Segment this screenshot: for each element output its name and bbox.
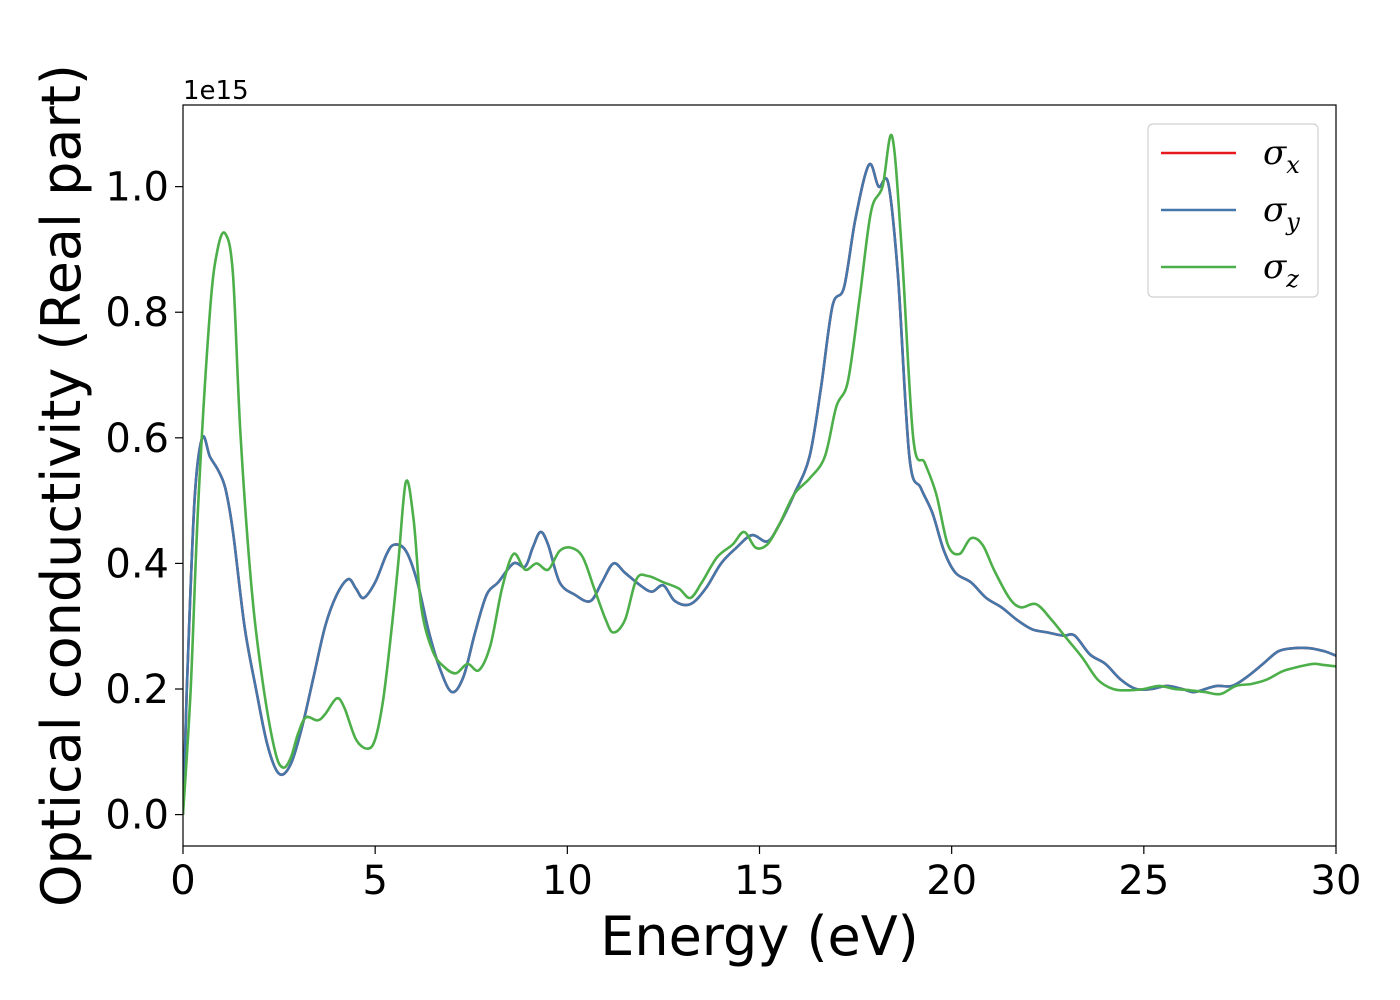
ticks-layer: 0 5 10 15 20 25 30 0.0 0.2 0.4 0.6 0.8 1.0 bbox=[105, 165, 1361, 904]
y-tick-label: 0.8 bbox=[105, 290, 169, 336]
series-line-z bbox=[183, 133, 1336, 815]
series-layer bbox=[183, 133, 1336, 815]
y-offset-label: 1e15 bbox=[183, 76, 249, 106]
legend-label-z: σz bbox=[1263, 247, 1299, 293]
legend: σx σy σz bbox=[1147, 123, 1319, 298]
x-tick-label: 10 bbox=[542, 858, 593, 904]
legend-label-y: σy bbox=[1263, 190, 1300, 236]
y-tick-label: 0.0 bbox=[105, 793, 169, 839]
y-axis-title: Optical conductivity (Real part) bbox=[30, 64, 93, 907]
y-tick-label: 0.4 bbox=[105, 541, 169, 587]
x-tick-label: 15 bbox=[734, 858, 785, 904]
x-tick-label: 25 bbox=[1118, 858, 1169, 904]
y-tick-label: 0.6 bbox=[105, 416, 169, 462]
x-tick-label: 30 bbox=[1311, 858, 1362, 904]
series-line-y bbox=[183, 162, 1336, 815]
x-axis-title: Energy (eV) bbox=[600, 905, 919, 968]
x-tick-label: 0 bbox=[170, 858, 195, 904]
y-tick-label: 0.2 bbox=[105, 667, 169, 713]
x-tick-label: 5 bbox=[362, 858, 387, 904]
x-tick-label: 20 bbox=[926, 858, 977, 904]
y-tick-label: 1.0 bbox=[105, 165, 169, 211]
legend-label-x: σx bbox=[1263, 133, 1300, 179]
